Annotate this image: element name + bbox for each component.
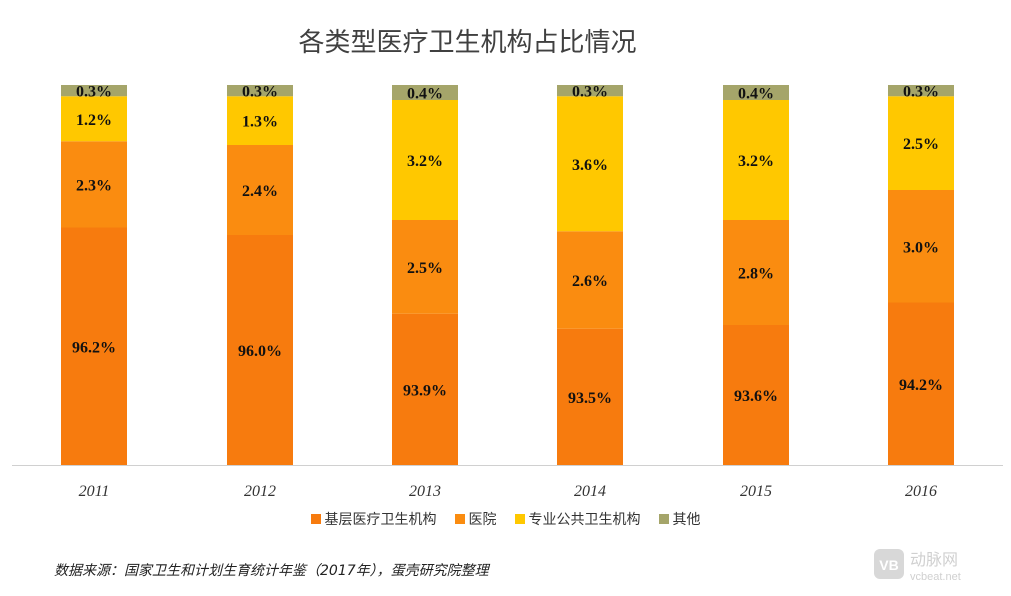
data-label-2012-3: 0.3% bbox=[242, 84, 278, 101]
bar-segment-2012-2 bbox=[227, 96, 293, 145]
legend-label-1: 医院 bbox=[468, 512, 497, 528]
data-label-2012-0: 96.0% bbox=[238, 343, 282, 360]
data-label-2014-3: 0.3% bbox=[572, 84, 608, 101]
x-tick-label-2015: 2015 bbox=[740, 483, 772, 500]
legend-swatch-3 bbox=[658, 514, 669, 524]
bar-segment-2014-3 bbox=[557, 85, 623, 97]
data-label-2011-1: 2.3% bbox=[76, 177, 112, 194]
bar-segment-2014-0 bbox=[557, 328, 623, 465]
x-tick-label-2014: 2014 bbox=[574, 483, 606, 500]
bar-segment-2012-0 bbox=[227, 235, 293, 465]
bar-segment-2014-2 bbox=[557, 96, 623, 232]
data-label-2013-2: 3.2% bbox=[407, 153, 443, 170]
data-label-2012-2: 1.3% bbox=[242, 114, 278, 131]
legend-item-1: 医院 bbox=[454, 509, 497, 529]
bar-segment-2012-1 bbox=[227, 145, 293, 235]
bar-segment-2011-3 bbox=[61, 85, 127, 97]
x-tick-label-2011: 2011 bbox=[79, 483, 110, 500]
bar-segment-2014-1 bbox=[557, 231, 623, 329]
bar-segment-2015-2 bbox=[723, 100, 789, 220]
legend-label-2: 专业公共卫生机构 bbox=[528, 512, 641, 528]
bar-segment-2016-3 bbox=[888, 85, 954, 97]
bar-segment-2011-1 bbox=[61, 141, 127, 228]
bar-segment-2011-0 bbox=[61, 227, 127, 465]
x-tick-label-2012: 2012 bbox=[244, 483, 276, 500]
bar-segment-2012-3 bbox=[227, 85, 293, 97]
data-label-2016-0: 94.2% bbox=[899, 377, 943, 394]
legend-item-3: 其他 bbox=[658, 509, 701, 529]
legend-swatch-2 bbox=[514, 514, 525, 524]
legend-swatch-1 bbox=[454, 514, 465, 524]
vcbeat-logo: VB 动脉网 vcbeat.net bbox=[874, 549, 961, 583]
data-label-2013-0: 93.9% bbox=[403, 382, 447, 399]
data-label-2015-2: 3.2% bbox=[738, 153, 774, 170]
bar-segment-2016-1 bbox=[888, 190, 954, 303]
data-label-2016-3: 0.3% bbox=[903, 84, 939, 101]
stacked-bar-chart: 96.2% 2.3% 1.2% 0.3% 2011 96.0% 2.4% 1.3% 0.3% 20… bbox=[12, 84, 1003, 500]
data-label-2016-1: 3.0% bbox=[903, 239, 939, 256]
data-label-2014-2: 3.6% bbox=[572, 157, 608, 174]
svg-text:VB: VB bbox=[879, 557, 898, 573]
legend: 基层医疗卫生机构 医院 专业公共卫生机构 其他 bbox=[0, 509, 1011, 529]
bar-segment-2011-2 bbox=[61, 96, 127, 142]
data-label-2015-0: 93.6% bbox=[734, 388, 778, 405]
svg-text:vcbeat.net: vcbeat.net bbox=[910, 571, 961, 583]
data-label-2011-3: 0.3% bbox=[76, 84, 112, 101]
x-tick-label-2013: 2013 bbox=[409, 483, 441, 500]
bar-segment-2013-3 bbox=[392, 85, 458, 100]
chart-title: 各类型医疗卫生机构占比情况 bbox=[298, 28, 637, 58]
data-label-2015-3: 0.4% bbox=[738, 86, 774, 103]
bar-segment-2015-0 bbox=[723, 325, 789, 465]
svg-text:动脉网: 动脉网 bbox=[910, 550, 958, 569]
bar-segment-2013-1 bbox=[392, 220, 458, 314]
bar-segment-2013-0 bbox=[392, 313, 458, 465]
data-label-2011-0: 96.2% bbox=[72, 339, 116, 356]
data-label-2015-1: 2.8% bbox=[738, 266, 774, 283]
data-label-2011-2: 1.2% bbox=[76, 112, 112, 129]
bar-segment-2016-2 bbox=[888, 96, 954, 190]
legend-swatch-0 bbox=[310, 514, 321, 524]
legend-item-0: 基层医疗卫生机构 bbox=[310, 509, 437, 529]
data-label-2016-2: 2.5% bbox=[903, 136, 939, 153]
bar-segment-2015-3 bbox=[723, 85, 789, 100]
bar-segment-2016-0 bbox=[888, 302, 954, 465]
data-label-2013-1: 2.5% bbox=[407, 260, 443, 277]
data-label-2014-1: 2.6% bbox=[572, 273, 608, 290]
bar-segment-2013-2 bbox=[392, 100, 458, 220]
data-label-2013-3: 0.4% bbox=[407, 86, 443, 103]
legend-label-3: 其他 bbox=[672, 512, 701, 528]
bar-segment-2015-1 bbox=[723, 220, 789, 325]
source-note: 数据来源：国家卫生和计划生育统计年鉴（2017年），蛋壳研究院整理 bbox=[54, 563, 489, 579]
data-label-2014-0: 93.5% bbox=[568, 390, 612, 407]
x-tick-label-2016: 2016 bbox=[905, 483, 937, 500]
legend-item-2: 专业公共卫生机构 bbox=[514, 509, 641, 529]
legend-label-0: 基层医疗卫生机构 bbox=[324, 512, 437, 528]
data-label-2012-1: 2.4% bbox=[242, 183, 278, 200]
